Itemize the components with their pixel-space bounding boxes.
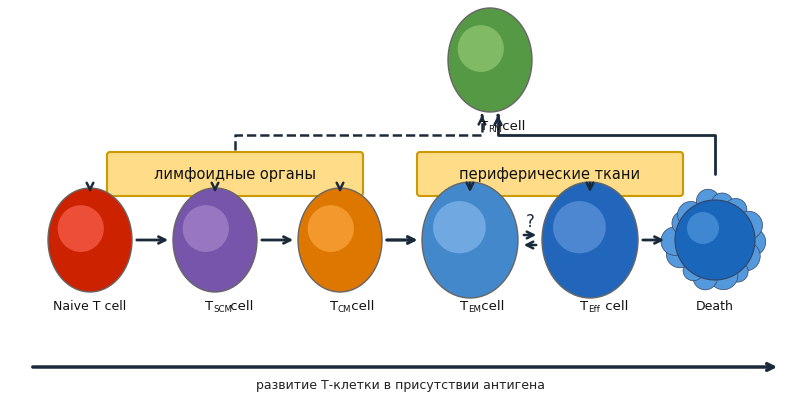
Circle shape xyxy=(661,227,690,256)
Ellipse shape xyxy=(298,188,382,292)
Circle shape xyxy=(683,260,704,281)
Circle shape xyxy=(731,241,760,271)
Text: T: T xyxy=(205,300,213,313)
Text: T: T xyxy=(330,300,338,313)
Text: ?: ? xyxy=(526,213,534,231)
Text: периферические ткани: периферические ткани xyxy=(459,167,641,181)
Circle shape xyxy=(738,228,766,256)
Circle shape xyxy=(727,261,748,282)
Ellipse shape xyxy=(48,188,132,292)
Circle shape xyxy=(666,241,694,268)
FancyBboxPatch shape xyxy=(107,152,363,196)
Ellipse shape xyxy=(182,205,229,252)
Text: cell: cell xyxy=(601,300,628,313)
Ellipse shape xyxy=(448,8,532,112)
Text: T: T xyxy=(480,120,488,133)
Text: SCM: SCM xyxy=(213,305,232,314)
Text: EM: EM xyxy=(468,305,481,314)
Circle shape xyxy=(672,211,697,235)
Text: cell: cell xyxy=(226,300,254,313)
Ellipse shape xyxy=(433,201,486,253)
Text: Naive T cell: Naive T cell xyxy=(54,300,126,313)
Ellipse shape xyxy=(542,182,638,298)
Circle shape xyxy=(711,193,733,215)
Text: T: T xyxy=(460,300,468,313)
Text: RM: RM xyxy=(488,125,502,134)
Text: T: T xyxy=(580,300,588,313)
Circle shape xyxy=(687,212,719,244)
Text: cell: cell xyxy=(347,300,374,313)
Ellipse shape xyxy=(553,201,606,253)
Circle shape xyxy=(678,201,704,228)
Text: лимфоидные органы: лимфоидные органы xyxy=(154,167,316,181)
FancyBboxPatch shape xyxy=(417,152,683,196)
Text: CM: CM xyxy=(338,305,351,314)
Text: cell: cell xyxy=(498,120,526,133)
Ellipse shape xyxy=(422,182,518,298)
Ellipse shape xyxy=(58,205,104,252)
Text: cell: cell xyxy=(478,300,505,313)
Ellipse shape xyxy=(458,25,504,72)
Text: Eff: Eff xyxy=(588,305,600,314)
Circle shape xyxy=(734,211,762,239)
Circle shape xyxy=(709,261,738,290)
Circle shape xyxy=(725,198,747,221)
Circle shape xyxy=(693,265,718,290)
Ellipse shape xyxy=(308,205,354,252)
Circle shape xyxy=(675,200,755,280)
Text: Death: Death xyxy=(696,300,734,313)
Circle shape xyxy=(697,189,720,213)
Text: развитие Т-клетки в присутствии антигена: развитие Т-клетки в присутствии антигена xyxy=(255,378,545,391)
Ellipse shape xyxy=(173,188,257,292)
